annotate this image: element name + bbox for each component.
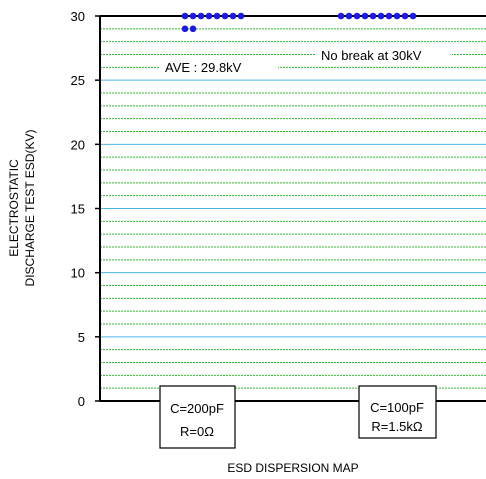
data-point <box>409 12 417 20</box>
condition-box-group-2 <box>358 385 437 439</box>
data-point <box>353 12 361 20</box>
x-axis-title: ESD DISPERSION MAP <box>227 461 358 475</box>
data-point <box>197 12 205 20</box>
y-tick-label: 25 <box>71 73 85 88</box>
data-point <box>229 12 237 20</box>
y-axis-title-line-1: ELECTROSTATIC <box>7 159 21 257</box>
data-point <box>337 12 345 20</box>
y-tick-label: 5 <box>78 330 85 345</box>
data-point <box>181 25 189 33</box>
data-point <box>221 12 229 20</box>
annotation-bg-group-2 <box>316 43 452 65</box>
data-point <box>393 12 401 20</box>
y-axis-title-line-2: DISCHARGE TEST ESD(KV) <box>23 130 37 287</box>
y-tick-label: 0 <box>78 394 85 409</box>
condition-box-group-1 <box>159 385 236 449</box>
data-point <box>369 12 377 20</box>
condition-boxes: C=200pF R=0Ω C=100pF R=1.5kΩ <box>159 385 437 449</box>
condition-line-r-group-2: R=1.5kΩ <box>371 419 423 434</box>
annotation-group-2: No break at 30kV <box>321 48 422 63</box>
annotation-bg-group-1 <box>160 55 278 77</box>
data-point <box>205 12 213 20</box>
y-tick-label: 20 <box>71 137 85 152</box>
annotation-group-1: AVE : 29.8kV <box>165 60 242 75</box>
y-tick-label: 15 <box>71 202 85 217</box>
condition-line-c-group-1: C=200pF <box>170 401 224 416</box>
data-points <box>181 12 417 33</box>
data-point <box>385 12 393 20</box>
data-point <box>237 12 245 20</box>
data-point <box>345 12 353 20</box>
y-axis-title: ELECTROSTATIC DISCHARGE TEST ESD(KV) <box>7 130 37 287</box>
condition-line-c-group-2: C=100pF <box>370 400 424 415</box>
grid-lines <box>100 28 486 389</box>
data-point <box>213 12 221 20</box>
data-point <box>377 12 385 20</box>
y-tick-label: 30 <box>71 9 85 24</box>
data-point <box>181 12 189 20</box>
condition-line-r-group-1: R=0Ω <box>180 424 214 439</box>
data-point <box>189 12 197 20</box>
annotations: AVE : 29.8kV No break at 30kV <box>160 43 452 77</box>
data-point <box>401 12 409 20</box>
y-tick-label: 10 <box>71 266 85 281</box>
data-point <box>361 12 369 20</box>
y-axis-ticks: 0 5 10 15 20 25 30 <box>71 9 100 409</box>
data-point <box>189 25 197 33</box>
